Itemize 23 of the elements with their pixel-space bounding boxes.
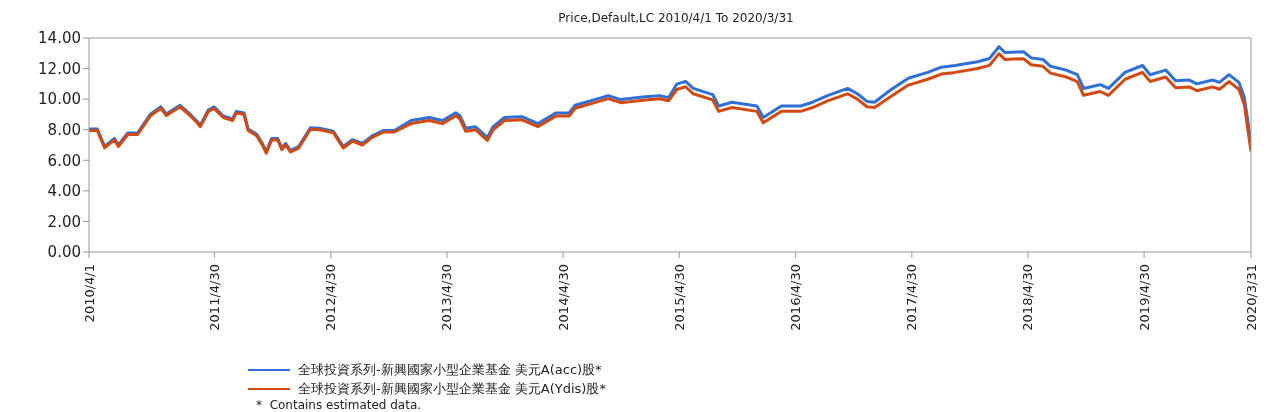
y-tick-label: 14.00 [38, 29, 81, 48]
y-tick-label: 6.00 [47, 151, 81, 170]
y-tick-label: 10.00 [38, 90, 81, 109]
legend-label: 全球投資系列-新興國家小型企業基金 美元A(acc)股* [298, 360, 602, 379]
x-tick-label: 2016/4/30 [788, 264, 804, 331]
x-tick-label: 2013/4/30 [439, 264, 455, 331]
x-tick-label: 2014/4/30 [555, 264, 571, 331]
x-tick-label: 2017/4/30 [904, 264, 920, 331]
x-tick-label: 2011/4/30 [206, 264, 222, 331]
chart-title: Price,Default,LC 2010/4/1 To 2020/3/31 [557, 10, 795, 27]
legend-label: 全球投資系列-新興國家小型企業基金 美元A(Ydis)股* [298, 379, 606, 398]
x-tick-label: 2018/4/30 [1020, 264, 1036, 331]
y-tick-label: 2.00 [47, 212, 81, 231]
x-tick-label: 2010/4/1 [81, 264, 97, 323]
y-tick-label: 12.00 [38, 59, 81, 78]
y-tick-label: 4.00 [47, 182, 81, 201]
y-tick-label: 0.00 [47, 243, 81, 262]
y-tick-label: 8.00 [47, 121, 81, 140]
text: * Contains estimated data. [256, 398, 423, 412]
x-tick-label: 2020/3/31 [1243, 264, 1259, 331]
x-tick-label: 2015/4/30 [671, 264, 687, 331]
x-tick-label: 2012/4/30 [323, 264, 339, 331]
x-tick-label: 2019/4/30 [1136, 264, 1152, 331]
